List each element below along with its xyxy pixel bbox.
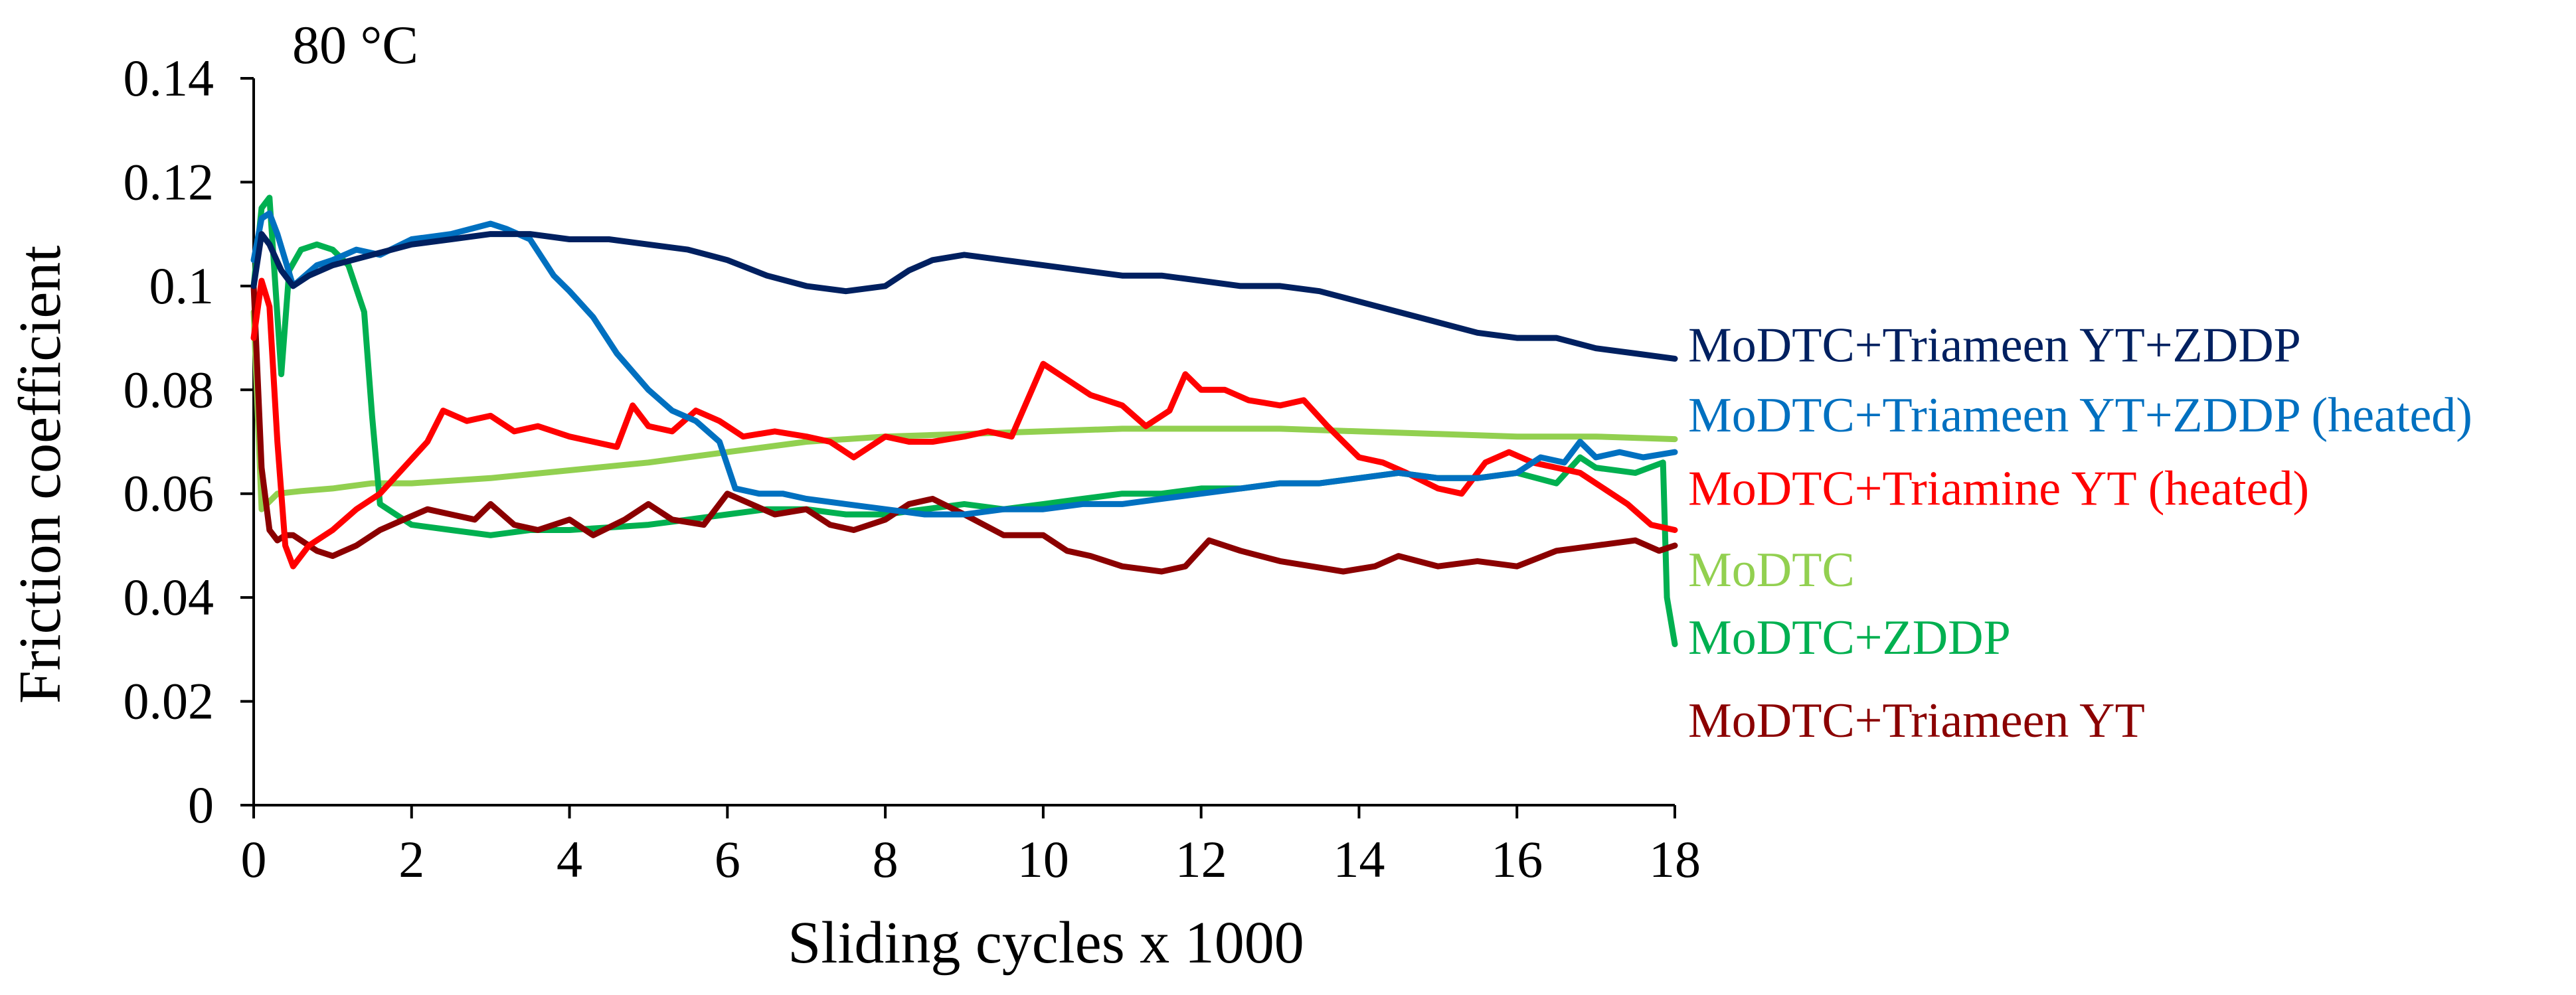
x-tick-label: 8 <box>873 830 899 888</box>
y-tick-label: 0.14 <box>124 49 215 107</box>
series-layer <box>250 194 1678 647</box>
x-tick-label: 4 <box>557 830 582 888</box>
series-line-modtc-triameen-yt <box>250 283 1678 575</box>
x-tick-label: 2 <box>398 830 424 888</box>
x-tick-label: 10 <box>1017 830 1069 888</box>
legend-label-modtc: MoDTC <box>1688 543 1855 597</box>
y-tick-label: 0.12 <box>124 153 215 210</box>
series-line-modtc-triameen-yt-zddp-heated <box>250 210 1678 518</box>
y-axis-title: Friction coefficient <box>7 246 73 704</box>
x-tick-label: 12 <box>1175 830 1227 888</box>
x-tick-label: 16 <box>1491 830 1543 888</box>
y-tick-label: 0.04 <box>124 568 215 626</box>
y-tick-label: 0.02 <box>124 672 215 730</box>
y-tick-label: 0.06 <box>124 465 215 522</box>
y-tick-label: 0 <box>188 776 214 834</box>
legend-labels: MoDTC MoDTC+ZDDP MoDTC+Triameen YT MoDTC+Tr… <box>1688 318 2472 747</box>
x-axis-title: Sliding cycles x 1000 <box>788 910 1304 976</box>
series-line-modtc-triamine-yt-heated <box>250 277 1678 570</box>
legend-label-modtc-triamine-yt-heated: MoDTC+Triamine YT (heated) <box>1688 461 2309 516</box>
y-tick-label: 0.1 <box>149 257 215 315</box>
legend-label-modtc-triameen-yt-zddp-heated: MoDTC+Triameen YT+ZDDP (heated) <box>1688 388 2472 443</box>
x-tick-label: 0 <box>241 830 267 888</box>
legend-label-modtc-triameen-yt: MoDTC+Triameen YT <box>1688 694 2145 748</box>
x-tick-label: 14 <box>1333 830 1385 888</box>
legend-label-modtc-zddp: MoDTC+ZDDP <box>1688 611 2011 665</box>
x-tick-label: 18 <box>1649 830 1701 888</box>
temperature-annotation: 80 °C <box>292 15 418 75</box>
x-tick-label: 6 <box>715 830 740 888</box>
y-tick-label: 0.08 <box>124 360 215 418</box>
axes: 0 0.02 0.04 0.06 0.08 0.1 0.12 0.14 0 2 4 6 8 10 12 14 1… <box>124 49 1701 888</box>
series-line-modtc <box>250 309 1678 512</box>
series-line-modtc-triameen-yt-zddp <box>250 231 1678 362</box>
legend-label-modtc-triameen-yt-zddp: MoDTC+Triameen YT+ZDDP <box>1688 318 2301 372</box>
